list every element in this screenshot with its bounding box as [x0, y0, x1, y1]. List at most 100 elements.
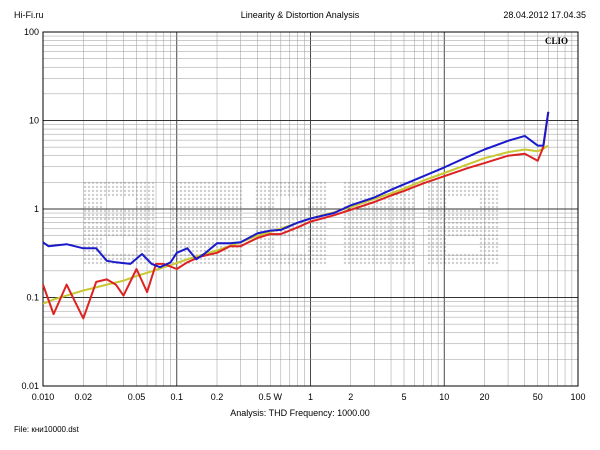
watermark-dot	[83, 193, 87, 197]
watermark-dot	[195, 209, 199, 213]
watermark-dot	[239, 193, 243, 197]
watermark-dot	[151, 257, 155, 261]
watermark-dot	[407, 217, 411, 221]
x-tick-label: 5	[401, 392, 406, 402]
watermark-dot	[367, 229, 371, 233]
watermark-dot	[439, 217, 443, 221]
watermark-dot	[479, 237, 483, 241]
watermark-dot	[207, 221, 211, 225]
watermark-dot	[491, 241, 495, 245]
watermark-dot	[495, 217, 499, 221]
watermark-dot	[87, 221, 91, 225]
watermark-dot	[103, 189, 107, 193]
watermark-dot	[403, 229, 407, 233]
watermark-dot	[355, 217, 359, 221]
watermark-dot	[315, 197, 319, 201]
watermark-dot	[395, 261, 399, 265]
watermark-dot	[427, 209, 431, 213]
watermark-dot	[411, 221, 415, 225]
watermark-dot	[87, 189, 91, 193]
watermark-dot	[231, 253, 235, 257]
watermark-dot	[119, 193, 123, 197]
watermark-dot	[487, 253, 491, 257]
watermark-dot	[343, 197, 347, 201]
series-line	[42, 111, 550, 320]
watermark-dot	[195, 189, 199, 193]
watermark-dot	[483, 261, 487, 265]
watermark-dot	[319, 253, 323, 257]
watermark-dot	[179, 253, 183, 257]
watermark-dot	[131, 253, 135, 257]
watermark-dot	[323, 201, 327, 205]
x-tick-label: 2	[348, 392, 353, 402]
watermark-dot	[471, 229, 475, 233]
watermark-dot	[491, 253, 495, 257]
watermark-dot	[463, 257, 467, 261]
watermark-dot	[235, 229, 239, 233]
watermark-dot	[263, 209, 267, 213]
watermark-dot	[211, 237, 215, 241]
watermark-dot	[407, 261, 411, 265]
watermark-dot	[491, 209, 495, 213]
watermark-dot	[131, 213, 135, 217]
watermark-dot	[407, 193, 411, 197]
watermark-dot	[207, 241, 211, 245]
watermark-dot	[359, 241, 363, 245]
watermark-dot	[371, 225, 375, 229]
watermark-dot	[195, 201, 199, 205]
watermark-dot	[227, 237, 231, 241]
watermark-dot	[495, 237, 499, 241]
watermark-dot	[475, 189, 479, 193]
watermark-dot	[87, 209, 91, 213]
watermark-dot	[179, 225, 183, 229]
watermark-dot	[283, 253, 287, 257]
watermark-dot	[467, 225, 471, 229]
watermark-dot	[439, 189, 443, 193]
watermark-dot	[455, 213, 459, 217]
watermark-dot	[275, 217, 279, 221]
watermark-dot	[347, 217, 351, 221]
watermark-dot	[427, 193, 431, 197]
watermark-dot	[95, 209, 99, 213]
watermark-dot	[399, 241, 403, 245]
watermark-dot	[399, 217, 403, 221]
watermark-dot	[267, 253, 271, 257]
watermark-dot	[179, 209, 183, 213]
watermark-dot	[487, 185, 491, 189]
watermark-dot	[179, 197, 183, 201]
watermark-dot	[427, 249, 431, 253]
watermark-dot	[203, 225, 207, 229]
watermark-dot	[95, 261, 99, 265]
watermark-dot	[491, 189, 495, 193]
watermark-dot	[427, 237, 431, 241]
watermark-dot	[291, 209, 295, 213]
watermark-dot	[351, 217, 355, 221]
watermark-dot	[119, 257, 123, 261]
watermark-dot	[219, 257, 223, 261]
watermark-dot	[255, 193, 259, 197]
watermark-dot	[191, 205, 195, 209]
watermark-dot	[395, 257, 399, 261]
watermark-dot	[379, 229, 383, 233]
watermark-dot	[475, 193, 479, 197]
watermark-dot	[131, 209, 135, 213]
watermark-dot	[103, 261, 107, 265]
watermark-dot	[407, 221, 411, 225]
watermark-dot	[259, 201, 263, 205]
watermark-dot	[299, 185, 303, 189]
watermark-dot	[487, 217, 491, 221]
watermark-dot	[367, 257, 371, 261]
watermark-dot	[431, 205, 435, 209]
watermark-dot	[411, 209, 415, 213]
watermark-dot	[391, 261, 395, 265]
watermark-dot	[115, 257, 119, 261]
watermark-dot	[267, 209, 271, 213]
watermark-dot	[459, 217, 463, 221]
watermark-dot	[459, 229, 463, 233]
watermark-dot	[83, 241, 87, 245]
watermark-dot	[391, 249, 395, 253]
watermark-dot	[347, 193, 351, 197]
watermark-dot	[399, 245, 403, 249]
watermark-dot	[455, 257, 459, 261]
watermark-dot	[399, 225, 403, 229]
